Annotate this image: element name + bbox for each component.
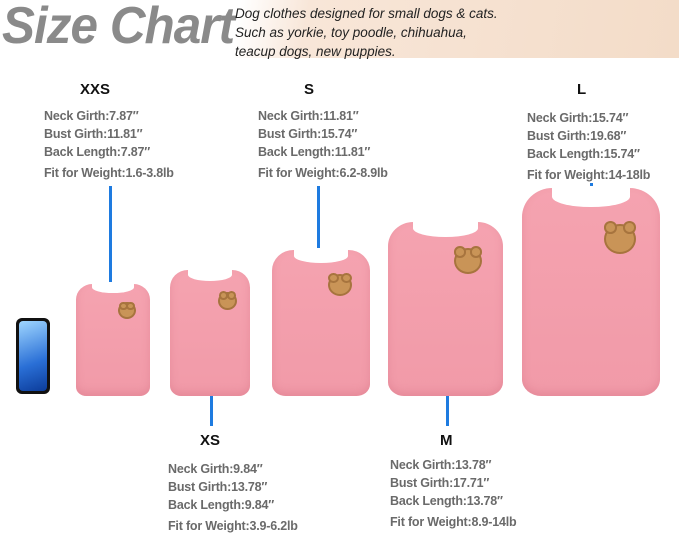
bear-patch-icon (454, 246, 482, 274)
neck-girth: Neck Girth:11.81″ (258, 109, 359, 123)
spec-m: Neck Girth:13.78″ Bust Girth:17.71″ Back… (390, 456, 517, 531)
header-banner (0, 0, 679, 58)
size-label-l: L (577, 81, 587, 98)
shirt-l (522, 186, 660, 396)
neck-girth: Neck Girth:13.78″ (390, 458, 492, 472)
bear-patch-icon (218, 291, 237, 310)
spec-l: Neck Girth:15.74″ Bust Girth:19.68″ Back… (527, 109, 650, 184)
shirt-xxs (76, 282, 150, 396)
back-length: Back Length:9.84″ (168, 498, 275, 512)
spec-s: Neck Girth:11.81″ Bust Girth:15.74″ Back… (258, 107, 388, 182)
neck-girth: Neck Girth:9.84″ (168, 462, 263, 476)
shirt-s (272, 248, 370, 396)
neck-girth: Neck Girth:15.74″ (527, 111, 629, 125)
bear-patch-icon (603, 221, 637, 254)
tagline-line: Such as yorkie, toy poodle, chihuahua, (235, 25, 467, 40)
bear-patch-icon (118, 301, 136, 319)
neck-girth: Neck Girth:7.87″ (44, 109, 139, 123)
bust-girth: Bust Girth:19.68″ (527, 129, 627, 143)
bust-girth: Bust Girth:15.74″ (258, 127, 358, 141)
size-label-m: M (440, 432, 453, 449)
phone-scale-icon (16, 318, 50, 394)
bust-girth: Bust Girth:11.81″ (44, 127, 143, 141)
back-length: Back Length:15.74″ (527, 147, 640, 161)
pointer-line (317, 186, 320, 254)
pointer-line (109, 186, 112, 286)
fit-weight: Fit for Weight:14-18lb (527, 168, 651, 182)
back-length: Back Length:11.81″ (258, 145, 371, 159)
pointer-line (210, 396, 213, 426)
bust-girth: Bust Girth:13.78″ (168, 480, 268, 494)
shirt-m (388, 220, 503, 396)
tagline: Dog clothes designed for small dogs & ca… (235, 4, 498, 61)
spec-xxs: Neck Girth:7.87″ Bust Girth:11.81″ Back … (44, 107, 174, 182)
back-length: Back Length:13.78″ (390, 494, 503, 508)
page-title: Size Chart (2, 0, 235, 55)
fit-weight: Fit for Weight:8.9-14lb (390, 515, 517, 529)
size-label-xxs: XXS (80, 81, 111, 98)
pointer-line (446, 396, 449, 426)
tagline-line: teacup dogs, new puppies. (235, 44, 396, 59)
spec-xs: Neck Girth:9.84″ Bust Girth:13.78″ Back … (168, 460, 298, 535)
size-label-xs: XS (200, 432, 221, 449)
fit-weight: Fit for Weight:6.2-8.9lb (258, 166, 388, 180)
fit-weight: Fit for Weight:1.6-3.8lb (44, 166, 174, 180)
tagline-line: Dog clothes designed for small dogs & ca… (235, 6, 498, 21)
shirt-xs (170, 268, 250, 396)
fit-weight: Fit for Weight:3.9-6.2lb (168, 519, 298, 533)
size-label-s: S (304, 81, 315, 98)
bust-girth: Bust Girth:17.71″ (390, 476, 490, 490)
back-length: Back Length:7.87″ (44, 145, 151, 159)
bear-patch-icon (328, 272, 352, 296)
